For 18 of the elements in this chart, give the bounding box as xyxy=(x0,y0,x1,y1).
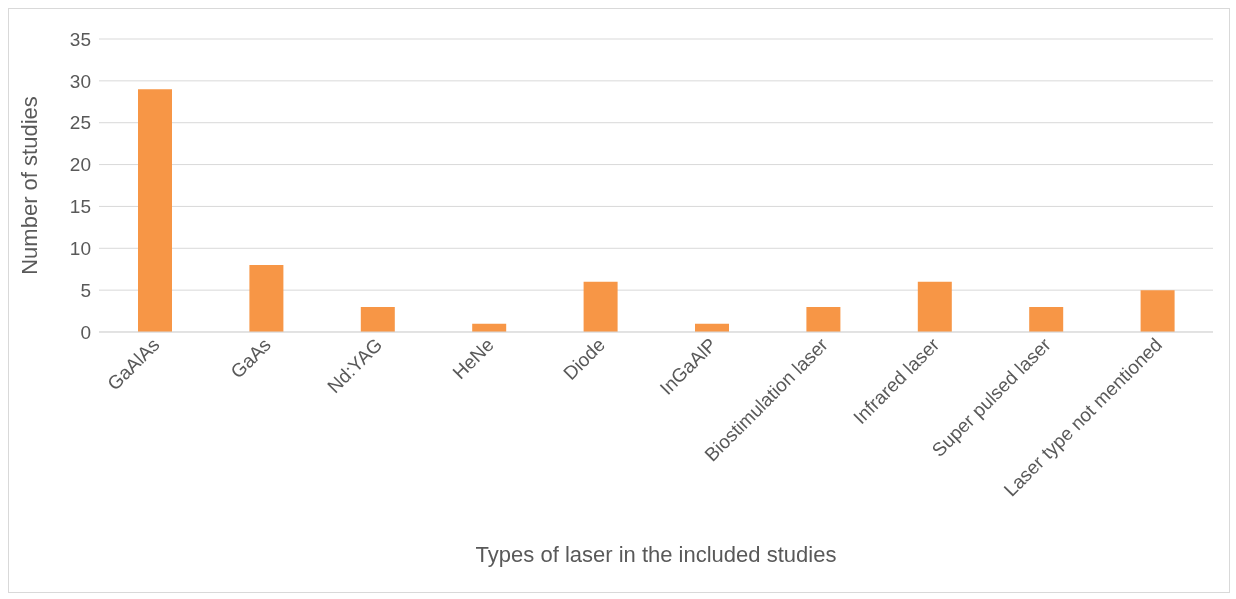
y-tick-label: 35 xyxy=(69,28,91,50)
bar xyxy=(583,281,618,332)
bar xyxy=(917,281,952,332)
bar xyxy=(806,306,841,332)
bar xyxy=(1140,290,1175,332)
x-axis-title: Types of laser in the included studies xyxy=(475,542,837,567)
bar xyxy=(138,89,172,332)
bar xyxy=(360,306,395,332)
y-tick-label: 25 xyxy=(69,112,91,134)
y-tick-label: 20 xyxy=(69,154,91,176)
y-tick-label: 10 xyxy=(69,238,91,260)
bar xyxy=(249,265,284,332)
y-axis-title: Number of studies xyxy=(16,96,42,275)
y-tick-label: 30 xyxy=(69,70,91,92)
y-tick-label: 5 xyxy=(80,279,91,301)
y-tick-label: 15 xyxy=(69,196,91,218)
bar xyxy=(1029,306,1064,332)
y-tick-label: 0 xyxy=(80,321,91,343)
